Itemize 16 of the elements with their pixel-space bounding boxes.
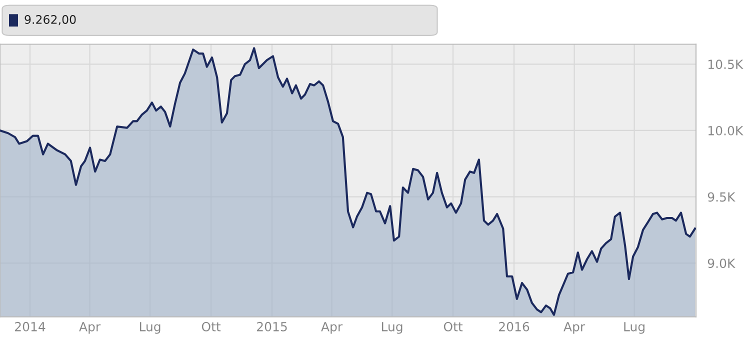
x-tick-label: Apr: [79, 322, 101, 334]
x-tick-label: Lug: [624, 322, 644, 334]
x-tick-label: 2016: [499, 322, 530, 332]
y-tick-label: 10.0K: [708, 126, 744, 136]
x-tick-label: Apr: [564, 322, 586, 334]
x-tick-label: Lug: [140, 322, 160, 334]
text: 9.262,00: [24, 15, 76, 26]
x-tick-label: 2015: [257, 322, 287, 332]
y-tick-label: 9.5K: [708, 192, 736, 202]
x-tick-label: Lug: [382, 322, 402, 334]
x-tick-label: Apr: [321, 322, 343, 334]
x-tick-label: Ott: [202, 322, 221, 332]
y-tick-label: 10.5K: [708, 60, 744, 70]
x-tick-label: 2014: [15, 322, 46, 332]
y-tick-label: 9.0K: [708, 258, 736, 268]
x-tick-label: Ott: [444, 322, 463, 332]
